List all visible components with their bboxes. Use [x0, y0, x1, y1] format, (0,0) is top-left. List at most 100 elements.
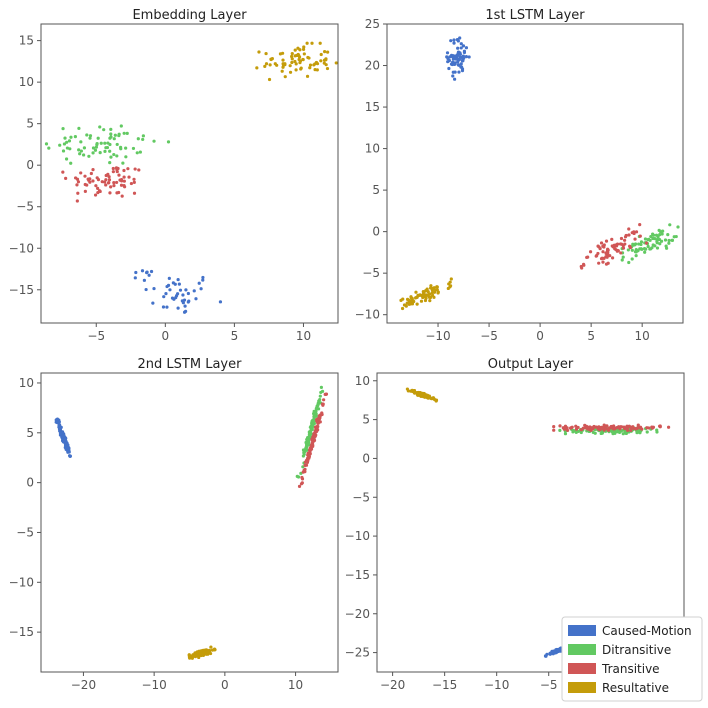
data-point [124, 155, 128, 159]
data-point [670, 238, 674, 242]
data-point [459, 65, 463, 69]
data-point [294, 68, 298, 72]
data-point [63, 445, 67, 450]
data-point [612, 426, 616, 430]
y-tick-label: 5 [372, 183, 380, 197]
data-point [415, 302, 419, 306]
data-point [164, 292, 168, 296]
data-point [167, 276, 171, 280]
data-point [461, 44, 466, 48]
data-point [140, 269, 145, 273]
data-point [581, 262, 586, 266]
data-point [102, 128, 106, 132]
data-point [96, 186, 100, 191]
data-point [324, 58, 328, 62]
data-point [631, 242, 635, 246]
data-point [127, 175, 131, 179]
data-point [322, 61, 326, 65]
y-tick-label: 15 [365, 100, 380, 114]
data-point [305, 447, 309, 452]
y-tick-label: 0 [362, 451, 370, 465]
data-point [301, 47, 306, 51]
lstm1-layer-points [399, 36, 680, 311]
data-point [69, 161, 73, 165]
data-point [448, 280, 452, 284]
data-point [639, 247, 643, 251]
data-point [611, 245, 615, 249]
output-layer-title: Output Layer [488, 357, 574, 372]
legend: Caused-Motion Ditransitive Transitive Re… [561, 616, 703, 702]
data-point [459, 46, 463, 50]
data-point [459, 62, 463, 66]
y-tick-label: −10 [355, 308, 380, 322]
data-point [619, 236, 624, 241]
data-point [93, 193, 98, 197]
data-point [655, 430, 659, 434]
data-point [293, 48, 297, 52]
data-point [77, 148, 81, 152]
data-point [399, 298, 403, 302]
data-point [144, 287, 148, 292]
y-tick-label: −5 [16, 525, 34, 539]
data-point [610, 237, 614, 242]
data-point [184, 309, 188, 313]
data-point [62, 434, 66, 438]
y-tick-label: −10 [9, 241, 34, 255]
lstm2-layer-series-transitive [297, 392, 329, 488]
data-point [414, 296, 418, 300]
y-tick-label: −20 [345, 607, 370, 621]
data-point [604, 262, 609, 266]
data-point [459, 42, 463, 46]
data-point [458, 36, 462, 40]
data-point [75, 199, 79, 203]
data-point [67, 139, 72, 143]
y-tick-label: −5 [362, 266, 380, 280]
data-point [462, 49, 467, 53]
legend-entry-caused-motion: Caused-Motion [568, 624, 692, 638]
data-point [334, 61, 338, 65]
lstm2-layer-panel: 2nd LSTM Layer −20 −10 0 10 −15 −10 −5 0 5 10 [9, 357, 339, 692]
data-point [306, 55, 310, 60]
data-point [113, 133, 117, 137]
data-point [73, 135, 77, 139]
data-point [115, 142, 119, 147]
data-point [312, 437, 316, 441]
data-point [668, 223, 672, 227]
data-point [94, 145, 99, 149]
data-point [161, 305, 166, 309]
data-point [651, 425, 656, 429]
data-point [109, 155, 113, 159]
data-point [316, 407, 321, 411]
data-point [318, 397, 322, 402]
data-point [627, 233, 631, 237]
data-point [563, 432, 568, 436]
data-point [621, 432, 625, 436]
data-point [608, 254, 612, 258]
data-point [561, 426, 565, 430]
data-point [449, 284, 453, 288]
data-point [63, 136, 67, 140]
data-point [456, 63, 461, 67]
data-point [574, 430, 578, 434]
y-tick-label: 5 [362, 413, 370, 427]
data-point [628, 244, 632, 248]
output-layer-panel: Output Layer −20−15−10−50−25−20−15−10−50… [345, 357, 685, 692]
data-point [91, 151, 95, 155]
data-point [323, 50, 327, 54]
data-point [618, 427, 622, 431]
data-point [317, 416, 321, 420]
data-point [124, 146, 128, 150]
data-point [270, 57, 274, 61]
data-point [98, 151, 102, 155]
data-point [320, 411, 324, 415]
data-point [611, 432, 615, 436]
data-point [658, 233, 662, 237]
data-point [626, 428, 630, 433]
data-point [112, 152, 116, 157]
data-point [288, 64, 292, 68]
data-point [268, 63, 272, 67]
data-point [87, 178, 91, 182]
x-tick-label: 5 [587, 329, 595, 343]
data-point [460, 59, 465, 63]
data-point [106, 172, 110, 177]
